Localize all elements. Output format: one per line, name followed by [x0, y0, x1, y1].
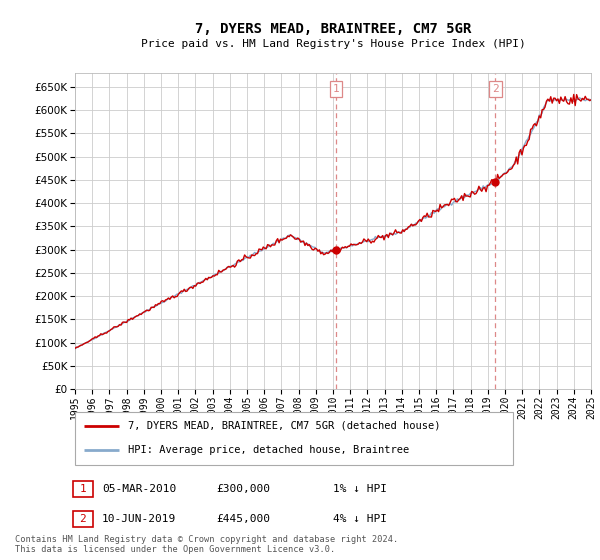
FancyBboxPatch shape [75, 412, 513, 465]
FancyBboxPatch shape [73, 511, 92, 527]
Text: 05-MAR-2010: 05-MAR-2010 [102, 484, 176, 494]
Text: £445,000: £445,000 [216, 514, 270, 524]
FancyBboxPatch shape [73, 481, 92, 497]
Text: £300,000: £300,000 [216, 484, 270, 494]
Text: 2: 2 [79, 514, 86, 524]
Text: 4% ↓ HPI: 4% ↓ HPI [333, 514, 387, 524]
Text: 10-JUN-2019: 10-JUN-2019 [102, 514, 176, 524]
Text: 1: 1 [333, 84, 340, 94]
Text: 1% ↓ HPI: 1% ↓ HPI [333, 484, 387, 494]
Text: 2: 2 [492, 84, 499, 94]
Text: Price paid vs. HM Land Registry's House Price Index (HPI): Price paid vs. HM Land Registry's House … [140, 39, 526, 49]
Text: 7, DYERS MEAD, BRAINTREE, CM7 5GR (detached house): 7, DYERS MEAD, BRAINTREE, CM7 5GR (detac… [128, 421, 440, 431]
Text: 7, DYERS MEAD, BRAINTREE, CM7 5GR: 7, DYERS MEAD, BRAINTREE, CM7 5GR [195, 22, 471, 36]
Text: Contains HM Land Registry data © Crown copyright and database right 2024.: Contains HM Land Registry data © Crown c… [15, 535, 398, 544]
Text: This data is licensed under the Open Government Licence v3.0.: This data is licensed under the Open Gov… [15, 545, 335, 554]
Text: 1: 1 [79, 484, 86, 494]
Text: HPI: Average price, detached house, Braintree: HPI: Average price, detached house, Brai… [128, 445, 409, 455]
